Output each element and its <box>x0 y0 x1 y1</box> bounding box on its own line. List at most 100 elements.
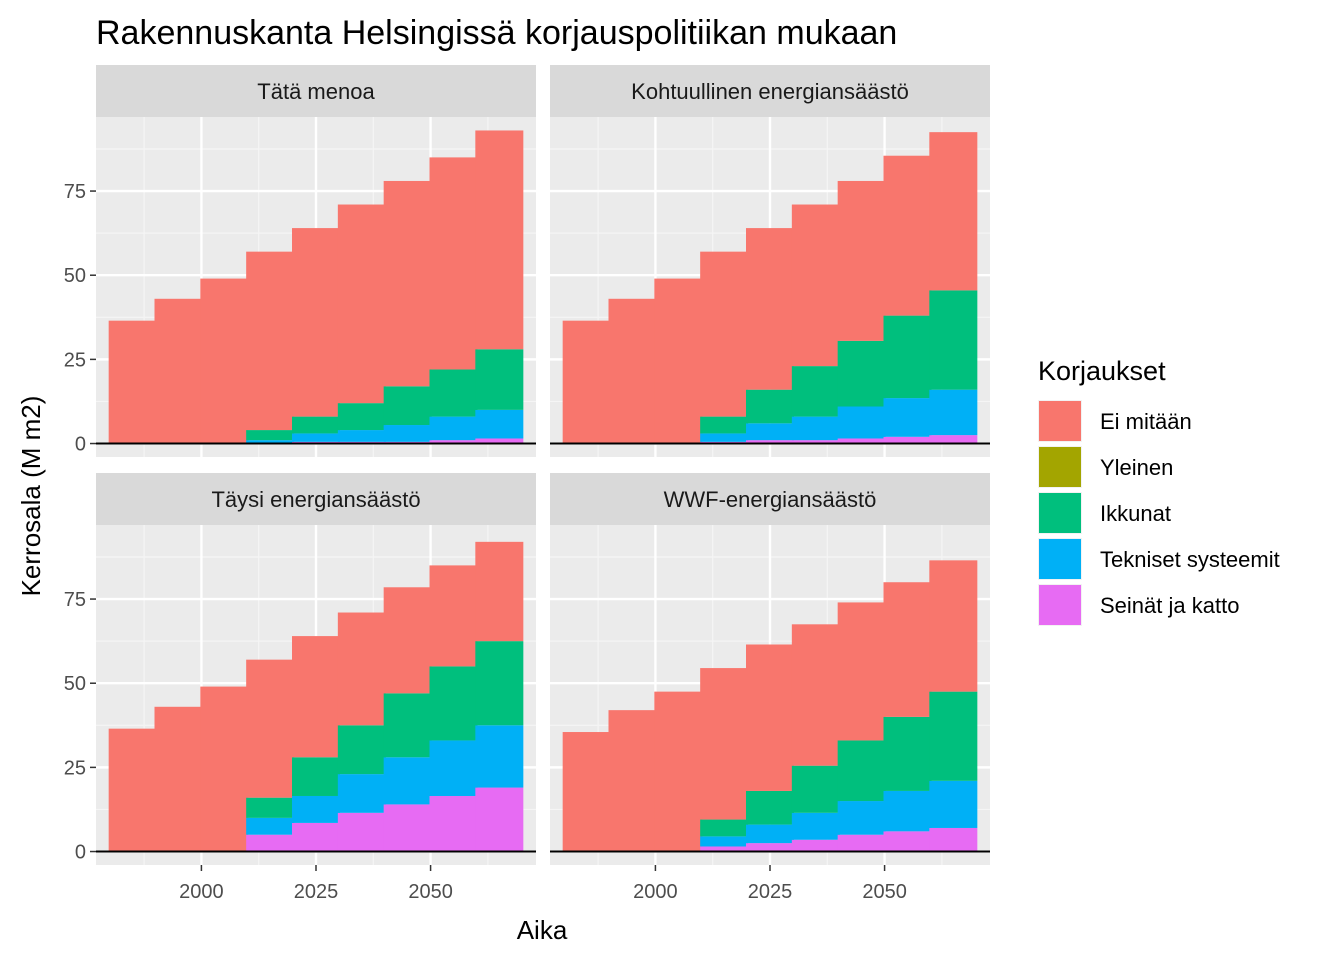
bar-segment <box>292 636 340 758</box>
bar-segment <box>475 541 524 642</box>
bar-segment <box>246 440 295 443</box>
bar-segment <box>837 602 886 741</box>
bar-segment <box>700 846 749 852</box>
bar-segment <box>746 389 794 424</box>
bar-segment <box>791 765 840 813</box>
bar-segment <box>246 817 295 835</box>
bar-segment <box>475 725 524 788</box>
bar-segment <box>929 827 978 852</box>
bar-segment <box>791 416 840 441</box>
bar-segment <box>746 843 794 852</box>
bar-segment <box>791 839 840 852</box>
bar-segment <box>608 298 657 444</box>
bar-segment <box>929 780 978 828</box>
bar-segment <box>700 251 749 417</box>
bar-segment <box>337 812 386 852</box>
bar-segment <box>383 386 432 426</box>
bar-segment <box>929 435 978 444</box>
bar-segment <box>883 790 932 832</box>
facet-strip-label: WWF-energiansäästö <box>664 487 877 512</box>
bar-segment <box>746 440 794 444</box>
bar-segment <box>746 644 794 791</box>
legend-label: Ikkunat <box>1100 501 1171 526</box>
bar-segment <box>200 686 249 852</box>
y-axis-title: Kerrosala (M m2) <box>16 396 46 597</box>
bar-segment <box>383 180 432 387</box>
bar-segment <box>791 366 840 417</box>
bar-segment <box>746 423 794 441</box>
legend-label: Yleinen <box>1100 455 1173 480</box>
y-tick-label: 0 <box>75 842 86 864</box>
legend-items: Ei mitään Yleinen Ikkunat Tekniset systeemi… <box>1038 400 1280 626</box>
bar-segment <box>108 320 157 444</box>
bar-segment <box>883 436 932 444</box>
bar-segment <box>883 831 932 852</box>
bar-segment <box>429 666 478 741</box>
legend-swatch <box>1039 585 1081 625</box>
legend-title: Korjaukset <box>1038 356 1166 386</box>
bar-segment <box>429 795 478 852</box>
bar-segment <box>292 795 340 823</box>
bar-segment <box>929 132 978 291</box>
bar-segment <box>475 438 524 444</box>
bar-segment <box>608 710 657 852</box>
bar-segment <box>700 836 749 847</box>
bar-segment <box>292 416 340 434</box>
bar-segment <box>654 691 703 852</box>
bar-segment <box>292 757 340 796</box>
bar-segment <box>429 565 478 667</box>
legend-swatch <box>1039 539 1081 579</box>
x-tick-label: 2050 <box>408 881 453 903</box>
bar-segment <box>337 204 386 404</box>
bar-segment <box>837 740 886 802</box>
x-tick-label: 2050 <box>862 881 907 903</box>
bar-segment <box>883 582 932 717</box>
bar-segment <box>791 204 840 367</box>
bar-segment <box>292 822 340 852</box>
x-tick-label: 2025 <box>294 881 339 903</box>
bar-segment <box>429 416 478 441</box>
bar-segment <box>837 801 886 835</box>
facet-strip <box>550 473 990 525</box>
y-tick-label: 50 <box>64 265 86 287</box>
bar-segment <box>292 433 340 442</box>
y-tick-label: 75 <box>64 181 86 203</box>
legend-label: Seinät ja katto <box>1100 593 1239 618</box>
legend-label: Tekniset systeemit <box>1100 547 1280 572</box>
bar-segment <box>429 369 478 417</box>
bar-segment <box>246 834 295 852</box>
bar-segment <box>837 438 886 444</box>
bar-segment <box>475 349 524 410</box>
bar-segment <box>337 403 386 431</box>
bar-segment <box>246 659 295 798</box>
bar-segment <box>200 278 249 444</box>
legend-label: Ei mitään <box>1100 409 1192 434</box>
bar-segment <box>475 409 524 439</box>
bar-segment <box>700 433 749 442</box>
bar-segment <box>383 587 432 694</box>
legend-swatch <box>1039 493 1081 533</box>
bar-segment <box>837 340 886 407</box>
bar-segment <box>383 757 432 805</box>
bar-segment <box>154 706 203 852</box>
bar-segment <box>383 693 432 758</box>
facet-panel: WWF-energiansäästö 2000 2025 2050 <box>550 473 990 903</box>
y-tick-label: 25 <box>64 757 86 779</box>
x-tick-label: 2025 <box>748 881 793 903</box>
bar-segment <box>429 157 478 370</box>
bar-segment <box>929 560 978 692</box>
bar-segment <box>337 430 386 442</box>
bar-segment <box>746 228 794 390</box>
bar-segment <box>883 315 932 399</box>
bar-segment <box>429 440 478 444</box>
bar-segment <box>337 612 386 726</box>
bar-segment <box>562 320 611 444</box>
bar-segment <box>929 290 978 390</box>
facet-strip <box>96 65 536 117</box>
bar-segment <box>700 416 749 434</box>
bar-segment <box>654 278 703 444</box>
bar-segment <box>837 834 886 852</box>
bar-segment <box>108 728 157 852</box>
bar-segment <box>791 440 840 444</box>
